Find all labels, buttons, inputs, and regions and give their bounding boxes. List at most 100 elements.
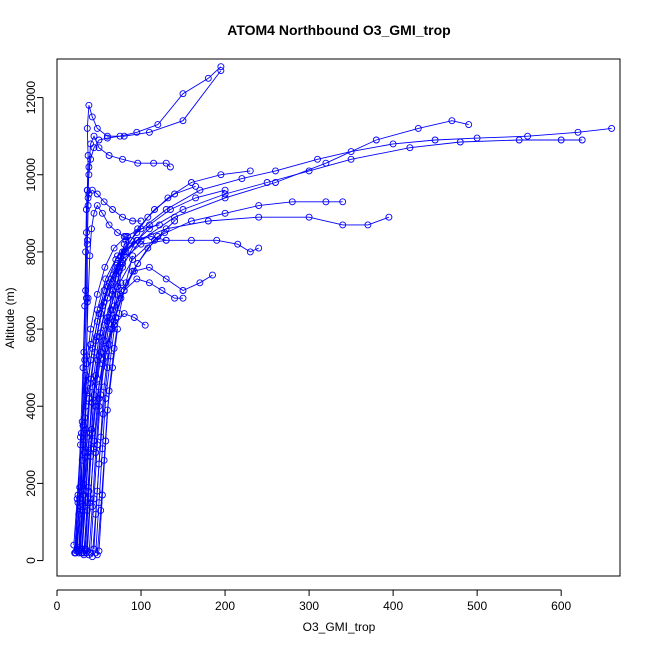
data-point [246,248,254,256]
data-point [90,445,98,453]
data-point [255,202,263,210]
x-tick-label: 300 [299,599,319,613]
data-point [166,206,174,213]
data-point [213,236,221,244]
data-point [84,483,92,491]
data-point [246,167,254,175]
data-point [76,495,84,503]
data-point [578,136,586,144]
x-tick-label: 500 [467,599,487,613]
data-point [110,244,118,252]
y-tick-label: 8000 [24,238,38,265]
data-point [82,229,90,237]
data-point [171,213,179,221]
data-point [255,244,263,252]
data-point [144,213,152,221]
data-point [95,395,103,402]
y-axis-label: Altitude (m) [3,287,17,348]
data-point [88,113,96,121]
series [81,233,170,553]
data-point [130,314,138,321]
data-point [288,198,296,206]
data-point [79,422,87,429]
y-tick-label: 10000 [24,158,38,192]
data-point [93,551,101,559]
data-point [92,371,100,379]
data-point [347,155,355,163]
data-point [129,252,137,260]
data-point [217,171,225,179]
data-point [431,136,439,144]
data-point [85,190,93,198]
series-line [84,236,167,550]
data-point [389,140,397,148]
data-point [93,190,101,198]
data-point [107,325,115,333]
data-point [141,321,149,329]
data-point [83,124,91,132]
y-tick-label: 12000 [24,81,38,115]
data-point [221,194,229,202]
data-point [255,213,263,221]
x-tick-label: 100 [131,599,151,613]
data-point [171,190,179,198]
data-point [557,136,565,144]
data-point [97,329,105,337]
y-tick-label: 2000 [24,470,38,497]
data-point [82,549,90,557]
data-point [179,117,187,125]
data-point [162,225,170,233]
data-point [102,352,110,360]
data-point [82,352,90,360]
chart-title: ATOM4 Northbound O3_GMI_trop [227,22,450,38]
data-point [171,294,179,302]
data-point [90,209,98,217]
data-point [88,225,95,233]
data-point [93,333,100,341]
data-point [161,229,169,237]
data-point [83,236,91,244]
data-point [98,360,106,368]
data-point [272,179,279,186]
data-point [339,198,347,206]
data-point [145,128,153,136]
series [75,198,347,557]
data-point [95,144,103,152]
data-point [144,244,152,252]
data-point [372,136,380,144]
y-tick-label: 4000 [24,393,38,420]
data-point [221,186,229,194]
data-point [406,144,414,152]
data-point [84,152,92,159]
data-point [114,290,121,298]
data-point [101,263,109,271]
data-point [145,263,153,271]
data-point [119,155,126,163]
data-point [87,375,95,383]
data-point [92,402,100,410]
data-point [99,410,107,418]
series-line [76,70,222,548]
data-point [151,206,158,213]
data-point [112,256,120,264]
data-point [574,128,582,136]
data-point [179,287,187,294]
data-point [179,206,187,213]
data-point [134,159,142,167]
data-point [322,159,330,167]
data-point [133,128,141,136]
data-point [456,138,464,146]
data-point [221,209,229,217]
data-point [83,186,91,194]
data-point [79,441,87,449]
series-line [80,239,259,550]
data-point [84,294,92,302]
data-point [217,63,225,71]
data-point [314,155,321,163]
data-point [103,283,111,291]
data-point [103,364,111,372]
data-point [95,547,103,555]
data-point [156,221,163,229]
data-point [187,179,195,186]
